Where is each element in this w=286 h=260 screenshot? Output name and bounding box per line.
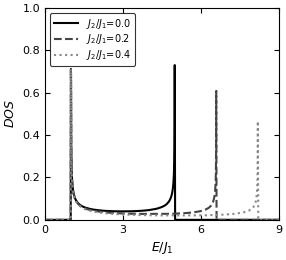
$J_2/J_1$=0.2 (225, 218, 229, 222)
$J_2/J_1$=0.4 (277, 218, 281, 222)
$J_2/J_1$=0.0 (147, 209, 150, 212)
$J_2/J_1$=0.0 (173, 63, 176, 67)
$J_2/J_1$=0.4 (259, 218, 263, 222)
$J_2/J_1$=0.4 (269, 218, 272, 222)
Y-axis label: $DOS$: $DOS$ (4, 99, 17, 128)
$J_2/J_1$=0.2 (61, 218, 64, 222)
Line: $J_2/J_1$=0.0: $J_2/J_1$=0.0 (45, 65, 279, 220)
$J_2/J_1$=0.0 (259, 218, 263, 222)
$J_2/J_1$=0.2 (259, 218, 263, 222)
$J_2/J_1$=0.2 (69, 68, 73, 71)
Line: $J_2/J_1$=0.4: $J_2/J_1$=0.4 (45, 69, 279, 220)
$J_2/J_1$=0.0 (132, 210, 135, 213)
$J_2/J_1$=0.4 (147, 214, 150, 217)
$J_2/J_1$=0.2 (277, 218, 281, 222)
Legend: $J_2/J_1$=0.0, $J_2/J_1$=0.2, $J_2/J_1$=0.4: $J_2/J_1$=0.0, $J_2/J_1$=0.2, $J_2/J_1$=… (50, 13, 135, 66)
$J_2/J_1$=0.4 (69, 68, 73, 71)
$J_2/J_1$=0.0 (269, 218, 272, 222)
$J_2/J_1$=0.2 (147, 212, 150, 216)
$J_2/J_1$=0.4 (43, 218, 47, 222)
$J_2/J_1$=0.0 (277, 218, 281, 222)
$J_2/J_1$=0.0 (43, 218, 47, 222)
$J_2/J_1$=0.2 (132, 212, 135, 215)
X-axis label: $E/J_1$: $E/J_1$ (150, 240, 173, 256)
$J_2/J_1$=0.4 (225, 213, 229, 216)
$J_2/J_1$=0.2 (43, 218, 47, 222)
$J_2/J_1$=0.4 (132, 213, 135, 216)
$J_2/J_1$=0.0 (225, 218, 229, 222)
$J_2/J_1$=0.4 (61, 218, 64, 222)
$J_2/J_1$=0.0 (61, 218, 64, 222)
Line: $J_2/J_1$=0.2: $J_2/J_1$=0.2 (45, 69, 279, 220)
$J_2/J_1$=0.2 (269, 218, 272, 222)
